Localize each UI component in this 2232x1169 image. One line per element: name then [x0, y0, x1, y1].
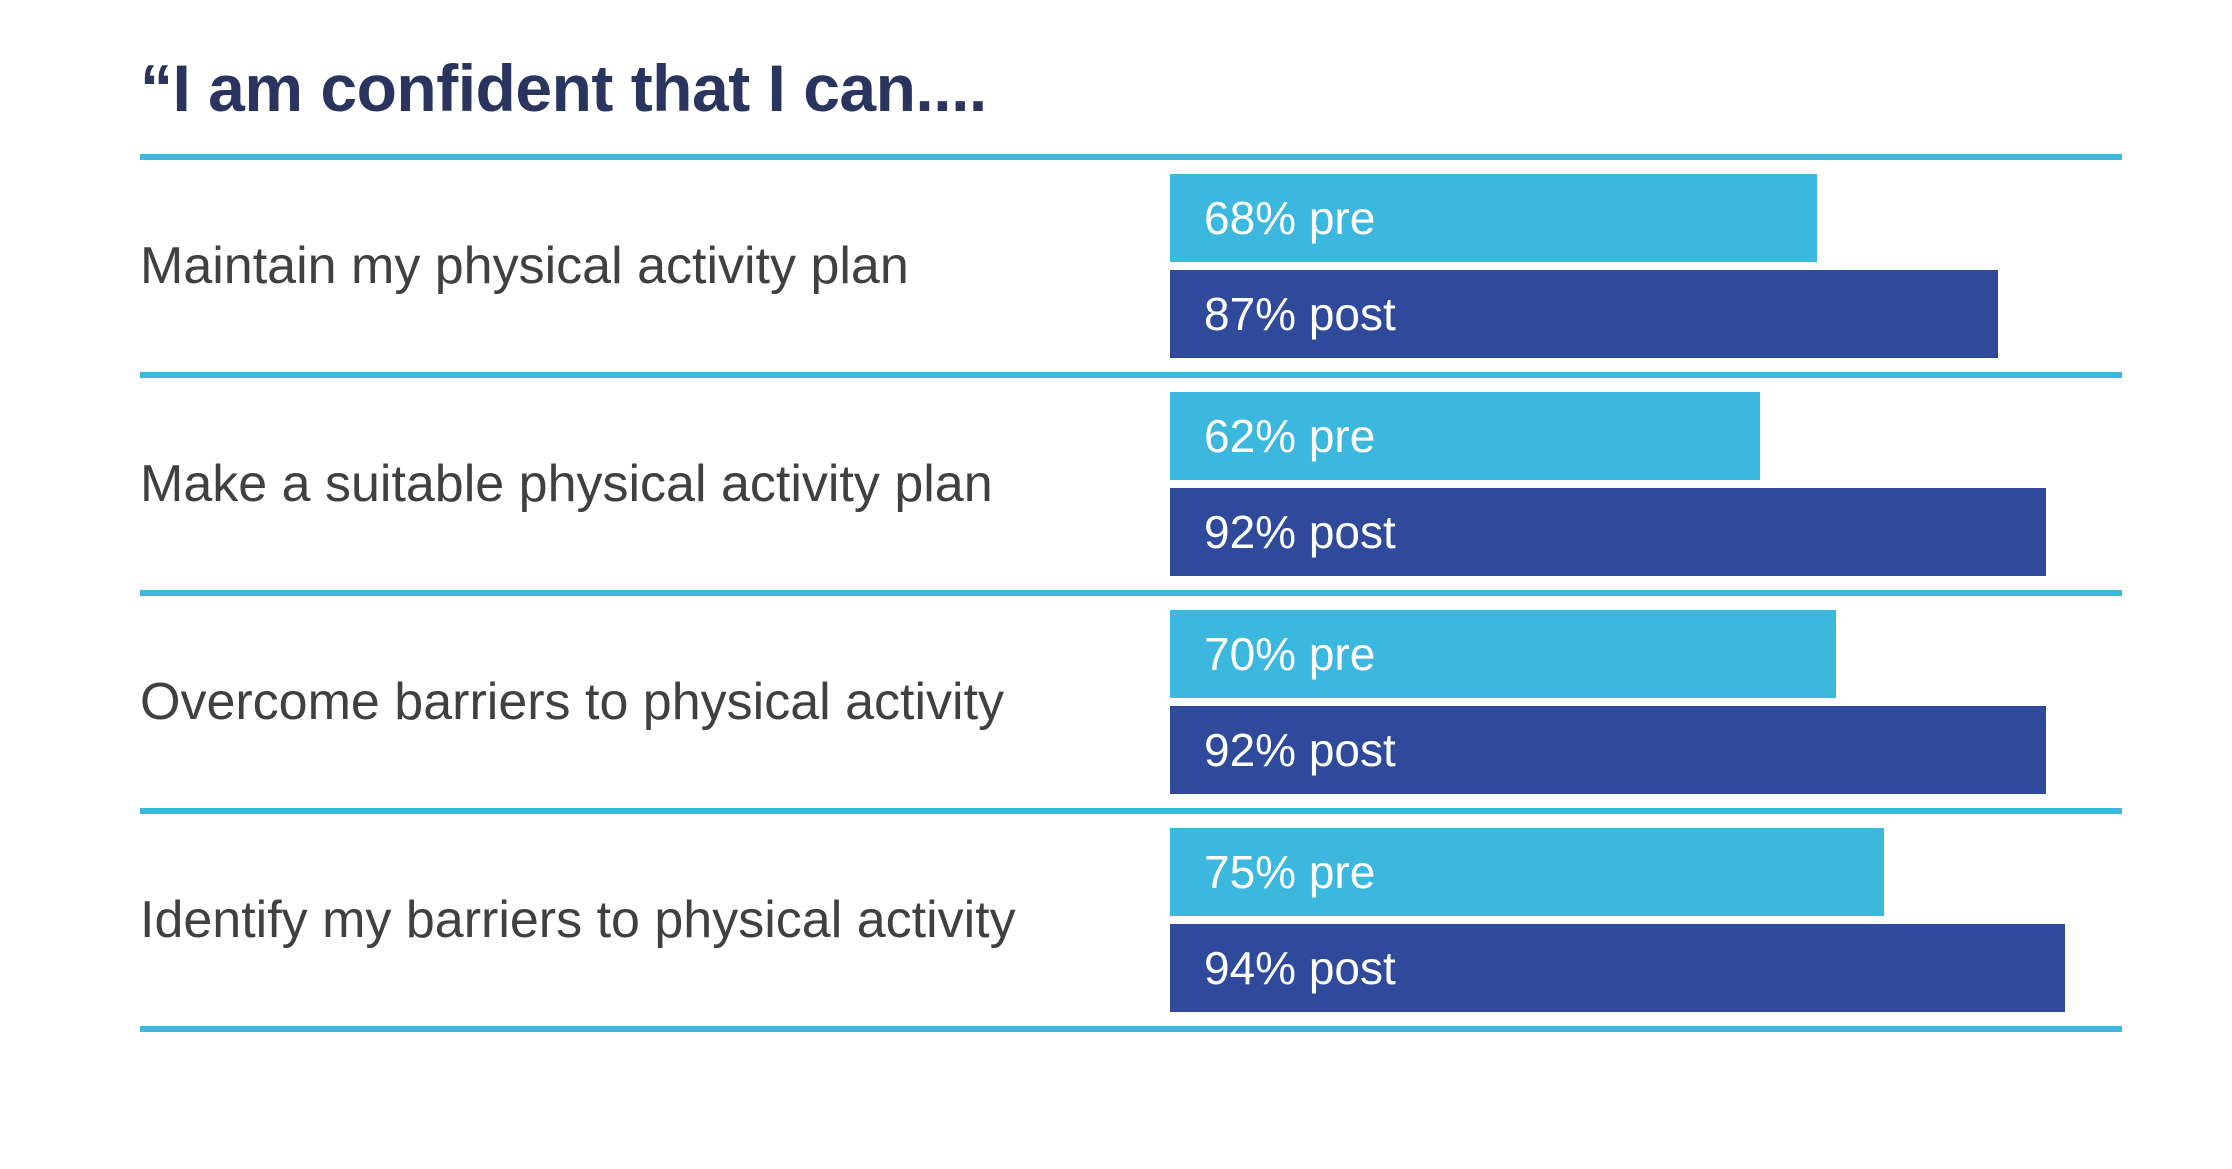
bar-chart: Maintain my physical activity plan 68% pr…: [140, 154, 2122, 1032]
row-label: Overcome barriers to physical activity: [140, 661, 1004, 743]
row-label-cell: Overcome barriers to physical activity: [140, 596, 1170, 808]
pre-bar-label: 70% pre: [1204, 627, 1375, 681]
pre-bar: 70% pre: [1170, 610, 1836, 698]
row-label-cell: Identify my barriers to physical activit…: [140, 814, 1170, 1026]
row-label: Make a suitable physical activity plan: [140, 443, 993, 525]
row-label: Identify my barriers to physical activit…: [140, 879, 1016, 961]
pre-bar: 62% pre: [1170, 392, 1760, 480]
post-bar: 92% post: [1170, 488, 2046, 576]
pre-bar: 75% pre: [1170, 828, 1884, 916]
pre-bar-label: 75% pre: [1204, 845, 1375, 899]
chart-row: Overcome barriers to physical activity 70…: [140, 590, 2122, 808]
row-label: Maintain my physical activity plan: [140, 225, 909, 307]
chart-row: Identify my barriers to physical activit…: [140, 808, 2122, 1032]
post-bar: 87% post: [1170, 270, 1998, 358]
pre-bar: 68% pre: [1170, 174, 1817, 262]
chart-title: “I am confident that I can....: [140, 50, 2122, 126]
bars-cell: 68% pre 87% post: [1170, 160, 2122, 372]
pre-bar-label: 62% pre: [1204, 409, 1375, 463]
bars-cell: 70% pre 92% post: [1170, 596, 2122, 808]
post-bar: 92% post: [1170, 706, 2046, 794]
chart-row: Maintain my physical activity plan 68% pr…: [140, 154, 2122, 372]
post-bar-label: 92% post: [1204, 723, 1396, 777]
row-label-cell: Make a suitable physical activity plan: [140, 378, 1170, 590]
post-bar-label: 94% post: [1204, 941, 1396, 995]
chart-container: “I am confident that I can.... Maintain …: [0, 0, 2232, 1169]
bars-cell: 62% pre 92% post: [1170, 378, 2122, 590]
post-bar: 94% post: [1170, 924, 2065, 1012]
pre-bar-label: 68% pre: [1204, 191, 1375, 245]
bars-cell: 75% pre 94% post: [1170, 814, 2122, 1026]
row-label-cell: Maintain my physical activity plan: [140, 160, 1170, 372]
post-bar-label: 87% post: [1204, 287, 1396, 341]
post-bar-label: 92% post: [1204, 505, 1396, 559]
chart-row: Make a suitable physical activity plan 62…: [140, 372, 2122, 590]
